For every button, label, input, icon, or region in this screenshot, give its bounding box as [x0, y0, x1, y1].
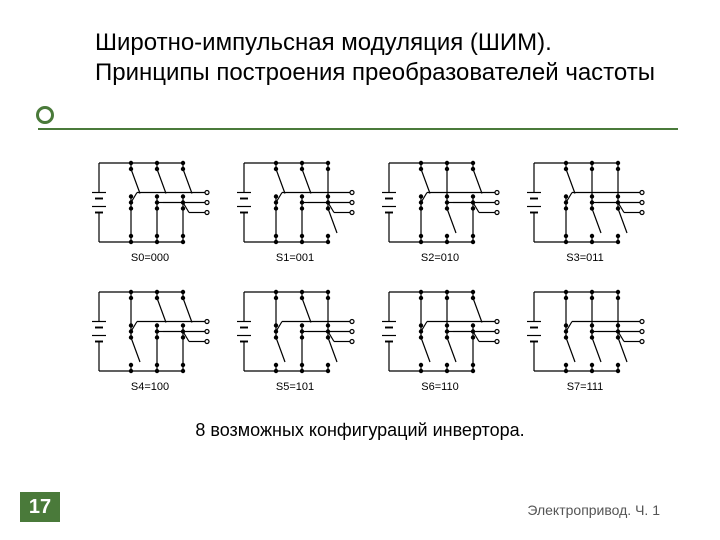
schematic-label: S2=010	[421, 252, 459, 264]
inverter-schematic	[85, 284, 215, 379]
diagram-caption: 8 возможных конфигураций инвертора.	[0, 420, 720, 441]
inverter-config-cell: S2=010	[375, 155, 505, 264]
inverter-config-cell: S4=100	[85, 284, 215, 393]
inverter-schematic	[520, 155, 650, 250]
schematic-label: S6=110	[421, 381, 458, 393]
title-underline	[38, 128, 678, 130]
schematic-label: S4=100	[131, 381, 169, 393]
inverter-configurations-diagram: S0=000 S1=001 S2=010 S3=011 S4=100 S5=101 S6=1…	[85, 155, 650, 413]
inverter-config-cell: S3=011	[520, 155, 650, 264]
title-block: Широтно-импульсная модуляция (ШИМ). Прин…	[95, 28, 655, 88]
inverter-config-cell: S1=001	[230, 155, 360, 264]
inverter-schematic	[520, 284, 650, 379]
schematic-label: S5=101	[276, 381, 314, 393]
inverter-config-cell: S6=110	[375, 284, 505, 393]
inverter-config-cell: S0=000	[85, 155, 215, 264]
inverter-schematic	[375, 155, 505, 250]
slide: Широтно-импульсная модуляция (ШИМ). Прин…	[0, 0, 720, 540]
schematic-label: S7=111	[567, 381, 604, 393]
schematic-label: S0=000	[131, 252, 169, 264]
bullet-icon	[36, 106, 54, 124]
inverter-config-cell: S7=111	[520, 284, 650, 393]
page-number-badge: 17	[20, 492, 60, 522]
diagram-row: S4=100 S5=101 S6=110 S7=111	[85, 284, 650, 393]
inverter-schematic	[230, 284, 360, 379]
diagram-row: S0=000 S1=001 S2=010 S3=011	[85, 155, 650, 264]
schematic-label: S3=011	[566, 252, 603, 264]
inverter-schematic	[85, 155, 215, 250]
footer-text: Электропривод. Ч. 1	[527, 502, 660, 518]
page-title: Широтно-импульсная модуляция (ШИМ). Прин…	[95, 28, 655, 88]
inverter-schematic	[375, 284, 505, 379]
schematic-label: S1=001	[276, 252, 314, 264]
inverter-schematic	[230, 155, 360, 250]
inverter-config-cell: S5=101	[230, 284, 360, 393]
